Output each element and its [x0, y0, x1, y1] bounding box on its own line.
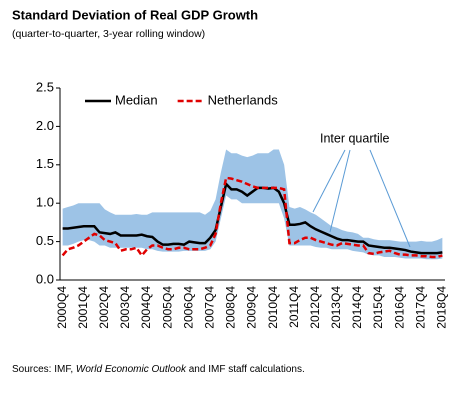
x-tick-label: 2012Q4 — [308, 286, 322, 329]
source-note: Sources: IMF, World Economic Outlook and… — [12, 364, 305, 375]
x-tick-label: 2011Q4 — [287, 286, 301, 328]
x-tick-label: 2008Q4 — [224, 286, 238, 329]
source-text: Sources: IMF, — [12, 364, 74, 375]
interquartile-band — [62, 149, 443, 260]
legend-label: Median — [115, 92, 158, 107]
annotation-arrows — [312, 149, 411, 248]
chart-title: Standard Deviation of Real GDP Growth — [12, 7, 258, 22]
arrow — [312, 149, 346, 213]
x-tick-label: 2009Q4 — [245, 286, 259, 329]
x-tick-label: 2006Q4 — [181, 286, 195, 329]
arrow — [329, 149, 351, 233]
series-line — [62, 181, 443, 255]
x-tick-label: 2005Q4 — [160, 286, 174, 329]
y-tick-label: 1.5 — [36, 156, 54, 171]
x-tick-label: 2000Q4 — [55, 286, 69, 329]
x-tick-label: 2016Q4 — [392, 286, 406, 329]
x-tick-label: 2003Q4 — [118, 286, 132, 329]
x-tick-label: 2001Q4 — [76, 286, 90, 329]
y-tick-label: 1.0 — [36, 195, 54, 210]
x-tick-label: 2017Q4 — [413, 286, 427, 329]
x-tick-label: 2010Q4 — [266, 286, 280, 329]
arrow — [369, 149, 411, 248]
y-tick-label: 2.5 — [36, 79, 54, 94]
plot-area: 0.0 0.5 1.0 1.5 2.0 2.5 2000Q4 2001Q4 2002Q4 2003… — [36, 79, 449, 328]
y-tick-label: 0.5 — [36, 233, 54, 248]
y-tick-label: 2.0 — [36, 118, 54, 133]
x-tick-label: 2018Q4 — [435, 286, 449, 329]
chart-subtitle: (quarter-to-quarter, 3-year rolling wind… — [12, 28, 205, 40]
x-tick-label: 2007Q4 — [202, 286, 216, 329]
x-tick-label: 2004Q4 — [139, 286, 153, 329]
legend-label: Netherlands — [208, 92, 279, 107]
x-tick-label: 2013Q4 — [329, 286, 343, 329]
source-text: World Economic Outlook — [75, 364, 186, 375]
x-tick-label: 2014Q4 — [350, 286, 364, 329]
annotation: Inter quartile — [320, 131, 390, 145]
series-line — [61, 176, 443, 259]
source-text: and IMF staff calculations. — [188, 364, 305, 375]
x-tick-label: 2015Q4 — [371, 286, 385, 329]
x-tick-label: 2002Q4 — [97, 286, 111, 329]
y-tick-label: 0.0 — [36, 271, 54, 286]
